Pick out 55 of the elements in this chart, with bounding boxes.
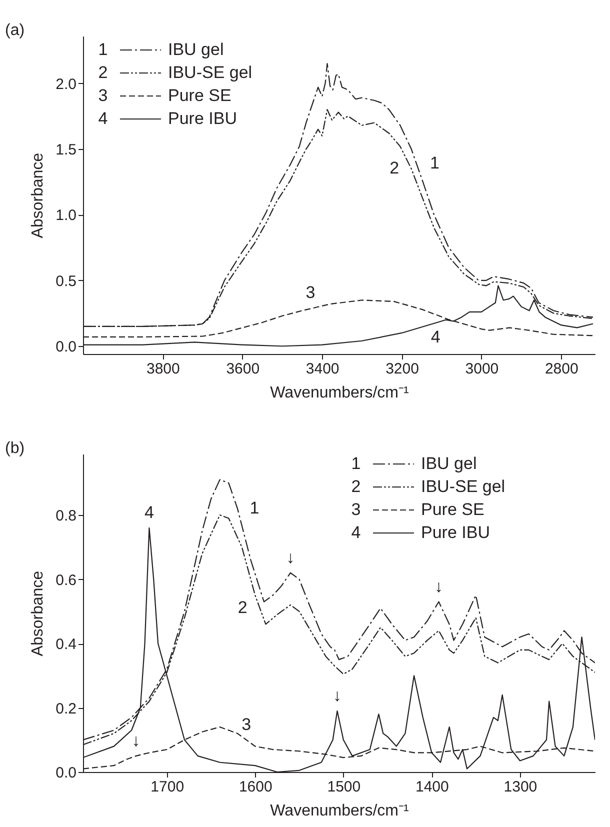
text: 4 [351, 523, 361, 542]
x-tick-label: 3600 [226, 360, 260, 378]
x-tick-label: 3800 [146, 360, 180, 378]
legend-label: IBU-SE gel [421, 477, 506, 496]
y-axis-title: Absorbance [30, 152, 47, 238]
chart-title: (a) [5, 22, 25, 39]
y-tick-label: 0.4 [56, 636, 76, 654]
annotation: 1 [250, 498, 260, 518]
annotation: ↓ [332, 686, 342, 705]
y-tick-label: 0.5 [56, 272, 76, 290]
annotation: ↓ [286, 548, 295, 567]
x-tick-label: 2800 [544, 360, 578, 378]
x-tick-label: 1400 [416, 778, 449, 796]
legend-label: Pure IBU [168, 109, 237, 128]
annotation: 2 [390, 158, 400, 178]
text: 4 [98, 109, 108, 128]
text: 1 [98, 40, 108, 59]
annotation: 4 [144, 502, 154, 522]
annotation: 3 [306, 283, 316, 302]
x-tick-label: 1300 [504, 778, 538, 796]
legend-label: IBU-SE gel [168, 63, 252, 82]
text: 1 [351, 454, 361, 473]
y-tick-label: 2.0 [56, 76, 76, 93]
x-tick-label: 1500 [327, 778, 361, 796]
annotation: 1 [430, 153, 440, 172]
annotation: ↓ [132, 730, 140, 750]
y-tick-label: 0.2 [56, 700, 76, 718]
y-tick-label: 0.0 [56, 338, 76, 356]
x-tick-label: 3000 [465, 360, 499, 378]
y-tick-label: 0.8 [56, 508, 76, 525]
x-axis-title: Wavenumbers/cm⁻¹ [270, 802, 409, 820]
legend-label: IBU gel [168, 40, 224, 59]
y-tick-label: 1.0 [56, 207, 76, 224]
y-tick-label: 0.6 [56, 572, 76, 589]
legend-label: Pure SE [421, 500, 484, 519]
text: 3 [98, 86, 108, 105]
annotation: 3 [242, 714, 252, 734]
annotation: ↓ [434, 576, 443, 596]
text: 3 [351, 500, 361, 519]
text: 2 [351, 477, 361, 496]
x-tick-label: 1600 [238, 778, 272, 796]
legend-label: Pure SE [168, 86, 232, 105]
y-tick-label: 1.5 [56, 142, 76, 159]
y-axis-title: Absorbance [30, 570, 47, 656]
legend-label: IBU gel [421, 454, 477, 473]
annotation: 2 [238, 598, 248, 618]
text: 2 [98, 63, 108, 82]
annotation: 4 [430, 327, 440, 346]
x-axis-title: Wavenumbers/cm⁻¹ [270, 384, 409, 402]
chart-title: (b) [5, 440, 25, 457]
x-tick-label: 1700 [150, 778, 184, 796]
x-tick-label: 3200 [386, 360, 419, 378]
x-tick-label: 3400 [306, 360, 340, 378]
legend-label: Pure IBU [421, 523, 490, 542]
y-tick-label: 0.0 [56, 764, 76, 782]
